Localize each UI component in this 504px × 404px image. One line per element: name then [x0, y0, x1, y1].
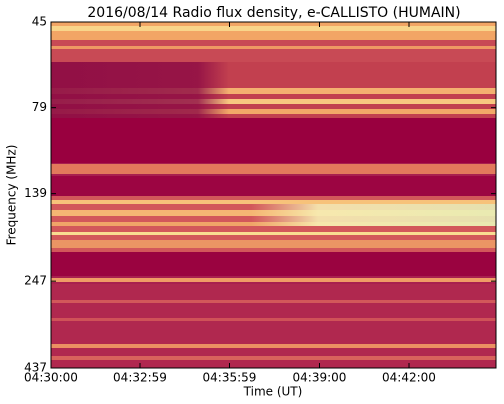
y-tick-label: 437 — [24, 361, 47, 375]
chart-title: 2016/08/14 Radio flux density, e-CALLIST… — [87, 5, 460, 21]
x-tick-label: 04:42:00 — [382, 371, 436, 385]
x-tick-label: 04:35:59 — [203, 371, 257, 385]
y-tick-label: 79 — [32, 100, 47, 114]
x-axis-label: Time (UT) — [243, 385, 303, 399]
y-axis-label: Frequency (MHz) — [5, 145, 19, 246]
y-tick-label: 139 — [24, 186, 47, 200]
x-tick-label: 04:39:00 — [293, 371, 347, 385]
plot-frame — [50, 21, 497, 369]
x-tick-label: 04:30:00 — [24, 371, 78, 385]
x-tick-label: 04:32:59 — [113, 371, 167, 385]
y-tick-label: 247 — [24, 274, 47, 288]
y-tick-label: 45 — [32, 15, 47, 29]
spectrogram-texture — [51, 22, 496, 368]
